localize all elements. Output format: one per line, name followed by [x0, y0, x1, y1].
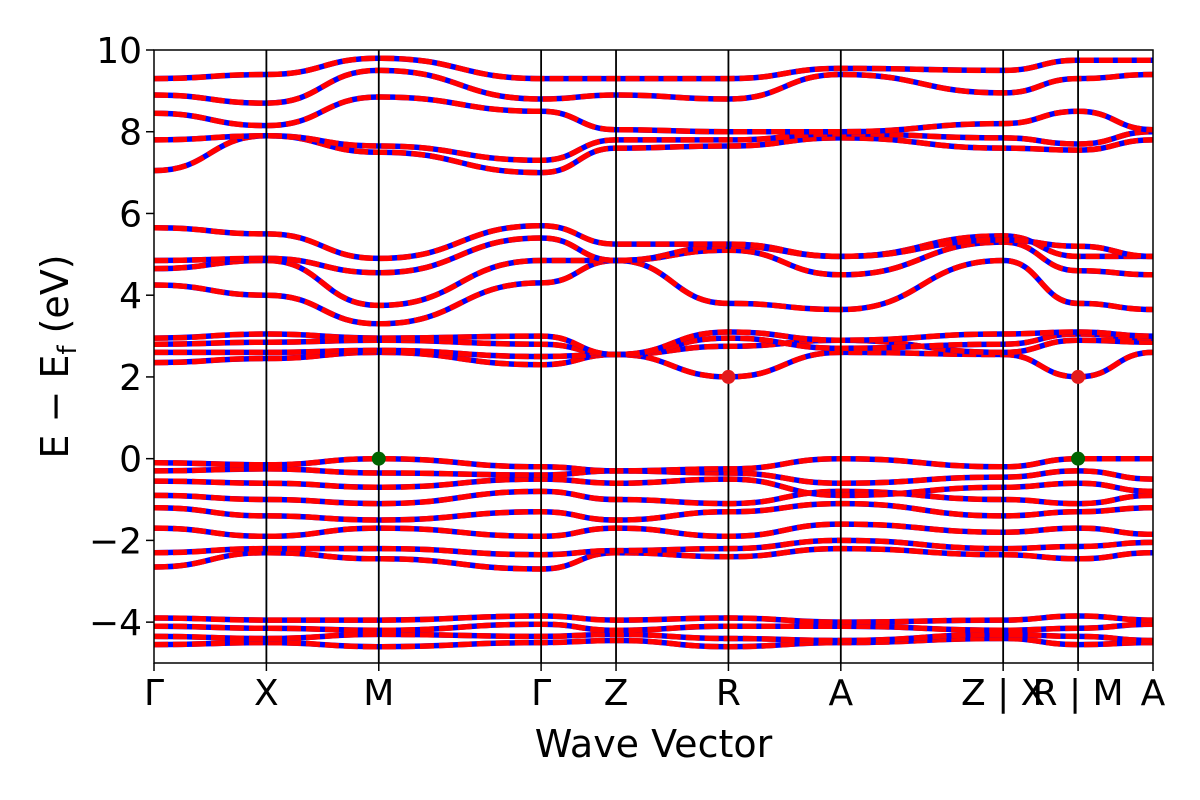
y-axis-label-main: E − E	[33, 355, 77, 459]
y-tick-label: 4	[119, 276, 142, 317]
y-axis-label-sub: f	[53, 345, 83, 355]
band-line-spin-up	[153, 128, 1154, 164]
band-line-spin-up	[153, 455, 1153, 474]
x-tick-label: M	[363, 673, 394, 714]
high-symmetry-lines	[265, 50, 1079, 663]
band-line-spin-up	[153, 537, 1154, 558]
band-line-spin-up	[153, 500, 1154, 523]
y-axis-label-unit: (eV)	[33, 254, 77, 345]
x-tick-label: A	[1141, 673, 1166, 714]
x-axis-label: Wave Vector	[535, 722, 773, 766]
band-line-spin-up	[153, 222, 1154, 262]
band-line-spin-up	[153, 233, 1153, 276]
x-tick-label: Z	[604, 673, 629, 714]
band-line-spin-up	[153, 488, 1154, 507]
y-tick-label: −2	[89, 521, 142, 562]
x-tick-label: Z | X	[961, 673, 1045, 714]
band-line-spin-up	[153, 635, 1154, 650]
x-tick-label: R	[716, 673, 741, 714]
band-line-spin-up	[153, 257, 1154, 327]
x-tick-label: R | M	[1033, 673, 1124, 714]
vbm-marker	[371, 451, 386, 466]
bands-layer	[153, 55, 1154, 650]
x-tick-label: A	[828, 673, 853, 714]
band-line-spin-up	[153, 521, 1154, 540]
band-line-spin-up	[153, 613, 1154, 625]
band-line-spin-up	[153, 67, 1154, 106]
band-line-spin-up	[153, 239, 1154, 309]
plot-frame	[153, 49, 1154, 664]
x-tick-label: X	[254, 673, 279, 714]
band-line-spin-up	[153, 337, 1154, 360]
band-line-spin-up	[153, 476, 1154, 499]
y-axis-label: E − Ef (eV)	[33, 254, 83, 458]
band-line-spin-up	[153, 631, 1154, 644]
y-tick-label: 10	[96, 31, 142, 72]
y-tick-label: 8	[119, 113, 142, 154]
band-line-spin-up	[153, 94, 1154, 135]
x-axis-ticks: Γ X M Γ Z R A Z | XR | M A	[144, 663, 1166, 714]
y-tick-label: 6	[119, 194, 142, 235]
y-tick-label: 0	[119, 440, 142, 481]
band-line-spin-up	[153, 349, 1154, 380]
vbm-marker	[1071, 451, 1086, 466]
x-tick-label: Γ	[531, 673, 551, 714]
cbm-marker	[721, 369, 736, 384]
y-axis-ticks: −4 −2 0 2 4 6 8 10	[89, 31, 154, 644]
y-tick-label: −4	[89, 603, 142, 644]
band-line-spin-down	[153, 329, 1154, 358]
y-tick-label: 2	[119, 358, 142, 399]
cbm-marker	[1071, 369, 1086, 384]
x-tick-label: Γ	[144, 673, 164, 714]
band-edge-markers	[371, 369, 1086, 466]
band-line-spin-up	[153, 545, 1154, 572]
band-line-spin-up	[153, 621, 1154, 634]
band-line-spin-up	[153, 55, 1153, 82]
